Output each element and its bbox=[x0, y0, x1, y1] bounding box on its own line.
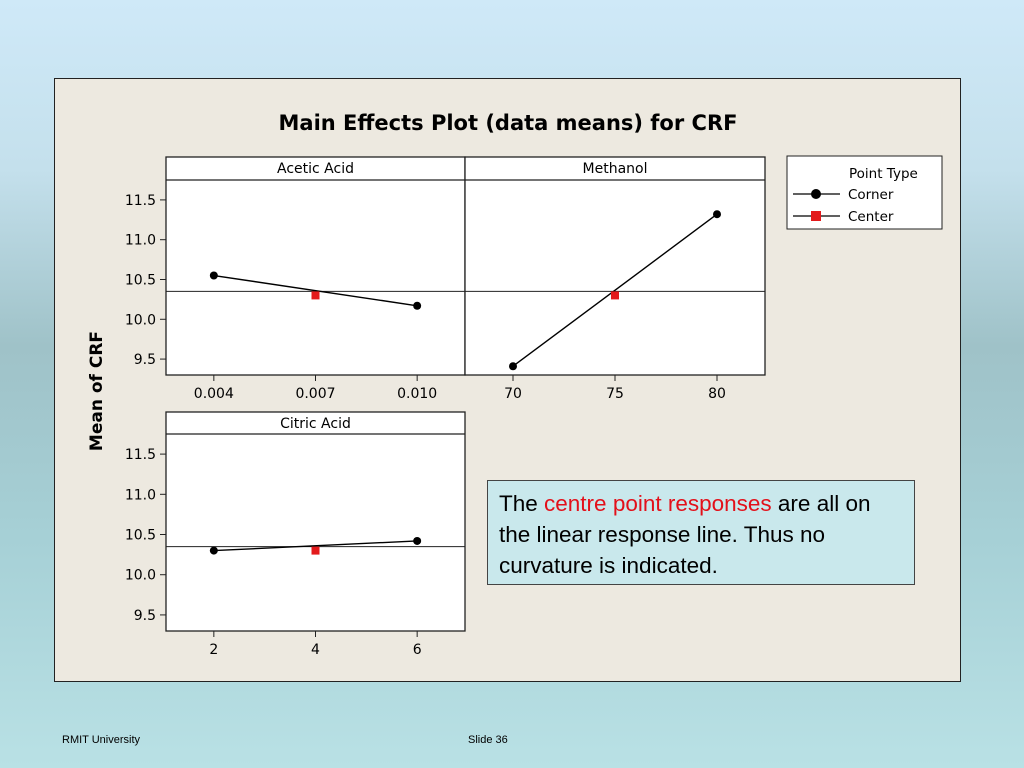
panels-layer: Acetic Acid 9.5 10.0 10.5 11.0 11.5 0.004 0.007… bbox=[125, 156, 766, 658]
x-tick-label: 6 bbox=[413, 642, 422, 658]
x-tick-label: 0.007 bbox=[295, 386, 335, 402]
center-point bbox=[311, 546, 320, 555]
panel-citric-acid: Citric Acid 9.5 10.0 10.5 11.0 11.5 2 4 6 bbox=[125, 411, 466, 658]
y-axis-label: Mean of CRF bbox=[87, 331, 107, 451]
center-point bbox=[311, 291, 320, 300]
legend-center-marker bbox=[811, 211, 821, 221]
annotation-box: The centre point responses are all on th… bbox=[487, 480, 915, 585]
panel-strip-label: Acetic Acid bbox=[277, 161, 354, 177]
chart-frame: Main Effects Plot (data means) for CRF M… bbox=[54, 78, 961, 682]
panel-strip-label: Methanol bbox=[583, 161, 648, 177]
corner-series-line bbox=[213, 540, 418, 552]
corner-series-line bbox=[512, 213, 718, 367]
x-tick-label: 70 bbox=[504, 386, 522, 402]
footer-university: RMIT University bbox=[62, 734, 141, 746]
corner-point bbox=[713, 210, 721, 219]
corner-series-line bbox=[213, 274, 418, 307]
y-tick-label: 10.0 bbox=[125, 312, 156, 328]
y-tick-label: 11.5 bbox=[125, 193, 156, 209]
panel-box bbox=[464, 156, 766, 376]
x-tick-label: 2 bbox=[209, 642, 218, 658]
panel-strip-label: Citric Acid bbox=[280, 416, 351, 432]
corner-point bbox=[413, 301, 422, 310]
corner-point bbox=[413, 536, 422, 545]
y-tick-label: 10.5 bbox=[125, 272, 156, 288]
corner-point bbox=[509, 362, 517, 371]
annotation-text-start: The bbox=[499, 491, 545, 516]
x-tick-label: 75 bbox=[606, 386, 624, 402]
y-tick-label: 11.0 bbox=[125, 233, 156, 249]
y-tick-label: 11.5 bbox=[125, 447, 156, 463]
corner-point bbox=[209, 546, 218, 555]
legend-title: Point Type bbox=[849, 166, 918, 182]
panel-methanol: Methanol 70 75 80 bbox=[464, 156, 766, 402]
annotation-highlight: centre point responses bbox=[544, 491, 772, 516]
corner-point bbox=[209, 271, 218, 280]
x-tick-label: 80 bbox=[708, 386, 726, 402]
x-tick-label: 0.004 bbox=[194, 386, 234, 402]
y-tick-label: 11.0 bbox=[125, 487, 156, 503]
footer-slide-number: Slide 36 bbox=[468, 734, 508, 746]
chart-title: Main Effects Plot (data means) for CRF bbox=[279, 111, 738, 135]
panel-box bbox=[165, 411, 466, 632]
legend: Point Type Corner Center bbox=[786, 155, 943, 230]
legend-corner-marker bbox=[811, 189, 821, 199]
annotation-text-end: are all on the linear response line. Thu… bbox=[499, 491, 871, 578]
panel-acetic-acid: Acetic Acid 9.5 10.0 10.5 11.0 11.5 0.004 0.007… bbox=[125, 156, 466, 402]
y-tick-label: 9.5 bbox=[134, 608, 156, 624]
main-effects-chart: Main Effects Plot (data means) for CRF M… bbox=[87, 111, 943, 658]
y-tick-label: 10.5 bbox=[125, 528, 156, 544]
x-tick-label: 4 bbox=[311, 642, 320, 658]
panel-box bbox=[165, 156, 466, 376]
legend-center-label: Center bbox=[848, 209, 894, 225]
center-point bbox=[611, 291, 619, 300]
x-tick-label: 0.010 bbox=[397, 386, 437, 402]
y-tick-label: 9.5 bbox=[134, 352, 156, 368]
legend-corner-label: Corner bbox=[848, 187, 894, 203]
y-tick-label: 10.0 bbox=[125, 568, 156, 584]
